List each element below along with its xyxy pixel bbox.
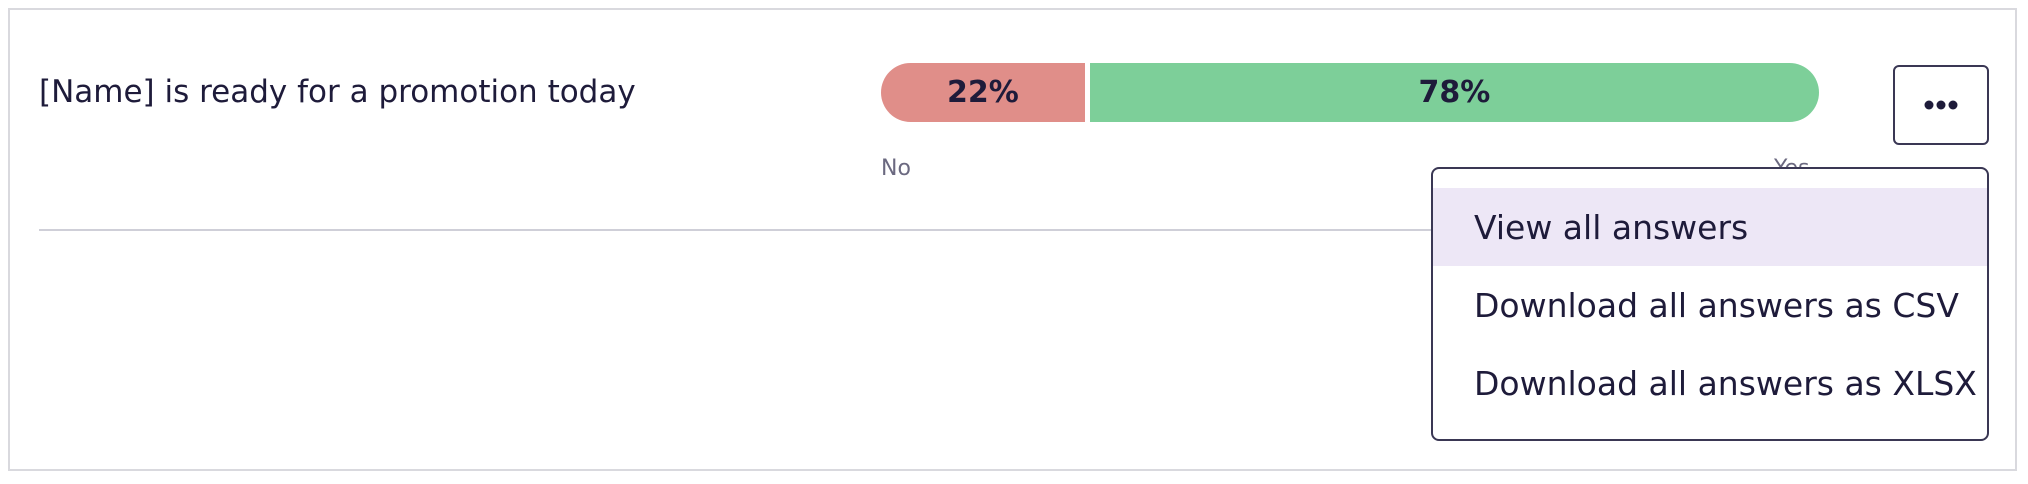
menu-item[interactable]: Download all answers as CSV bbox=[1474, 285, 1959, 325]
menu-item[interactable]: Download all answers as XLSX bbox=[1474, 363, 1977, 403]
bar-segment: 22% bbox=[881, 63, 1085, 122]
bar-label: 78% bbox=[1418, 75, 1491, 110]
question: [Name] is ready for a promotion today bbox=[39, 74, 636, 110]
dropdown-menu: View all answers Download all answers as … bbox=[1431, 167, 1989, 441]
card bbox=[8, 8, 2017, 471]
divider bbox=[39, 229, 1439, 231]
bar-segment: 78% bbox=[1089, 63, 1819, 122]
more-icon bbox=[1924, 100, 1958, 110]
more-button[interactable] bbox=[1893, 65, 1989, 145]
bar-label: 22% bbox=[947, 75, 1019, 110]
menu-item[interactable]: View all answers bbox=[1433, 188, 1987, 266]
scale-label: No bbox=[881, 156, 911, 181]
stacked-bar: 22% 78% bbox=[881, 63, 1819, 122]
